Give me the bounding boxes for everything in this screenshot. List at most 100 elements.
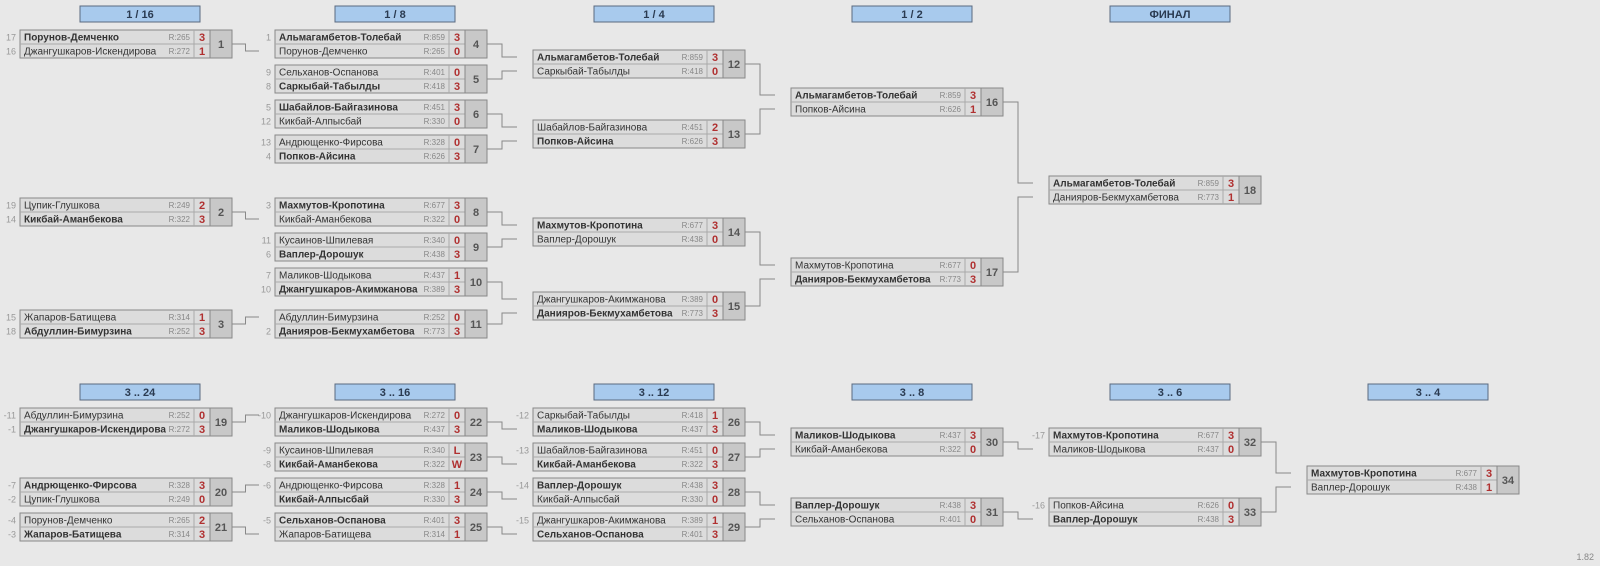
rating: R:437 bbox=[940, 431, 962, 440]
player-name: Жапаров-Батищева bbox=[279, 530, 372, 541]
rating: R:252 bbox=[424, 313, 446, 322]
match: -10Джангушкаров-ИскендироваМаликов-Шодык… bbox=[258, 408, 487, 436]
rating: R:322 bbox=[424, 215, 446, 224]
match-number: 21 bbox=[215, 522, 227, 534]
player-name: Цупик-Глушкова bbox=[24, 201, 100, 212]
player-name: Сельханов-Оспанова bbox=[279, 516, 386, 527]
match: -12Саркыбай-ТабылдыМаликов-ШодыковаR:418… bbox=[516, 408, 745, 436]
rating: R:322 bbox=[424, 460, 446, 469]
rating: R:438 bbox=[682, 481, 704, 490]
match-number: 32 bbox=[1244, 437, 1256, 449]
score: 2 bbox=[712, 122, 718, 134]
score: 3 bbox=[1486, 468, 1492, 480]
player-name: Маликов-Шодыкова bbox=[795, 431, 896, 442]
svg-text:3 .. 4: 3 .. 4 bbox=[1416, 387, 1441, 399]
rating: R:451 bbox=[424, 103, 446, 112]
match: 3Махмутов-КропотинаКикбай-АманбековаR:67… bbox=[266, 198, 487, 226]
player-name: Ваплер-Дорошук bbox=[1311, 483, 1391, 494]
score: 1 bbox=[454, 529, 460, 541]
match-number: 15 bbox=[728, 301, 740, 313]
rating: R:418 bbox=[682, 411, 704, 420]
rating: R:328 bbox=[424, 138, 446, 147]
player-name: Махмутов-Кропотина bbox=[279, 201, 385, 212]
seed: 19 bbox=[6, 200, 16, 210]
player-name: Кикбай-Аманбекова bbox=[795, 444, 888, 456]
match: Ваплер-ДорошукСельханов-ОспановаR:438R:4… bbox=[791, 498, 1003, 526]
rating: R:773 bbox=[940, 275, 962, 284]
match-number: 30 bbox=[986, 437, 998, 449]
match-number: 3 bbox=[218, 319, 224, 331]
round-header: 3 .. 16 bbox=[335, 384, 455, 400]
score: 1 bbox=[199, 312, 205, 324]
svg-text:1 / 4: 1 / 4 bbox=[643, 9, 665, 21]
score: 3 bbox=[199, 480, 205, 492]
rating: R:265 bbox=[169, 33, 191, 42]
svg-text:1 / 2: 1 / 2 bbox=[901, 9, 922, 21]
rating: R:626 bbox=[682, 137, 704, 146]
player-name: Кикбай-Алпысбай bbox=[537, 494, 620, 506]
player-name: Кусаинов-Шпилевая bbox=[279, 446, 373, 457]
player-name: Порунов-Демченко bbox=[24, 33, 119, 44]
player-name: Джангушкаров-Искендирова bbox=[24, 425, 166, 436]
match: Маликов-Шодыкова Кикбай-Аманбекова R:437 R:… bbox=[791, 428, 1003, 456]
player-name: Данияров-Бекмухамбетова bbox=[279, 326, 415, 338]
score: 1 bbox=[1486, 482, 1492, 494]
score: 1 bbox=[454, 270, 460, 282]
rating: R:859 bbox=[682, 53, 704, 62]
match-number: 31 bbox=[986, 507, 998, 519]
match: -5Сельханов-ОспановаЖапаров-БатищеваR:40… bbox=[263, 513, 487, 541]
rating: R:677 bbox=[424, 201, 446, 210]
rating: R:272 bbox=[169, 47, 191, 56]
match-number: 22 bbox=[470, 417, 482, 429]
player-name: Маликов-Шодыкова bbox=[537, 425, 638, 436]
score: 3 bbox=[454, 32, 460, 44]
player-name: Альмагамбетов-Толебай bbox=[279, 32, 401, 44]
seed: -15 bbox=[516, 515, 529, 525]
rating: R:401 bbox=[940, 515, 962, 524]
rating: R:773 bbox=[1198, 193, 1220, 202]
round-header: 1 / 8 bbox=[335, 6, 455, 22]
svg-text:1 / 8: 1 / 8 bbox=[384, 9, 405, 21]
score: 0 bbox=[454, 235, 460, 247]
score: 1 bbox=[712, 515, 718, 527]
score: 0 bbox=[199, 410, 205, 422]
rating: R:859 bbox=[424, 33, 446, 42]
match-number: 4 bbox=[473, 39, 480, 51]
rating: R:451 bbox=[682, 446, 704, 455]
player-name: Шабайлов-Байгазинова bbox=[537, 122, 648, 134]
seed: -16 bbox=[1032, 500, 1045, 510]
score: 3 bbox=[454, 284, 460, 296]
rating: R:418 bbox=[682, 67, 704, 76]
match-number: 34 bbox=[1502, 475, 1515, 487]
score: 0 bbox=[712, 66, 718, 78]
player-name: Альмагамбетов-Толебай bbox=[795, 90, 917, 102]
match-number: 19 bbox=[215, 417, 227, 429]
seed: 9 bbox=[266, 67, 271, 77]
match: Альмагамбетов-ТолебайПопков-АйсинаR:859R… bbox=[791, 88, 1003, 116]
player-name: Маликов-Шодыкова bbox=[1053, 445, 1146, 456]
rating: R:322 bbox=[940, 445, 962, 454]
player-name: Андрющенко-Фирсова bbox=[24, 481, 137, 492]
score: 3 bbox=[970, 90, 976, 102]
seed: 16 bbox=[6, 46, 16, 56]
score: 3 bbox=[199, 326, 205, 338]
rating: R:389 bbox=[682, 295, 704, 304]
match: 512Шабайлов-БайгазиноваКикбай-АлпысбайR:… bbox=[261, 100, 487, 128]
rating: R:328 bbox=[169, 481, 191, 490]
match-number: 5 bbox=[473, 74, 479, 86]
score: 0 bbox=[1228, 500, 1234, 512]
score: 0 bbox=[199, 494, 205, 506]
seed: 6 bbox=[266, 249, 271, 259]
score: 3 bbox=[454, 515, 460, 527]
player-name: Саркыбай-Табылды bbox=[279, 81, 380, 93]
score: 3 bbox=[712, 308, 718, 320]
player-name: Джангушкаров-Акимжанова bbox=[537, 295, 666, 306]
svg-text:3 .. 24: 3 .. 24 bbox=[125, 387, 156, 399]
seed: -13 bbox=[516, 445, 529, 455]
seed: 15 bbox=[6, 312, 16, 322]
score: 2 bbox=[199, 515, 205, 527]
match: 1Альмагамбетов-ТолебайПорунов-ДемченкоR:… bbox=[266, 30, 487, 58]
rating: R:389 bbox=[424, 285, 446, 294]
seed: -12 bbox=[516, 410, 529, 420]
score: 2 bbox=[199, 200, 205, 212]
